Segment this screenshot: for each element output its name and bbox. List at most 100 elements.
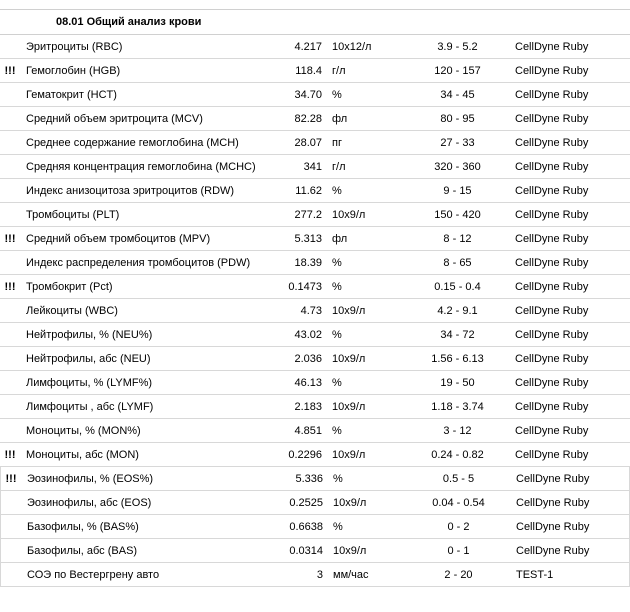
name-cell: Тромбокрит (Pct): [20, 281, 268, 293]
unit-cell: 10x12/л: [330, 41, 400, 53]
name-cell: Тромбоциты (PLT): [20, 209, 268, 221]
unit-cell: %: [331, 473, 401, 485]
name-cell: Эритроциты (RBC): [20, 41, 268, 53]
unit-cell: мм/час: [331, 569, 401, 581]
table-row: !!!Моноциты, абс (MON)0.229610x9/л0.24 -…: [0, 443, 630, 467]
section-title: 08.01 Общий анализ крови: [0, 10, 630, 35]
range-cell: 9 - 15: [400, 185, 515, 197]
table-row: Базофилы, % (BAS%)0.6638%0 - 2CellDyne R…: [0, 515, 630, 539]
flag-cell: !!!: [0, 65, 20, 77]
range-cell: 3.9 - 5.2: [400, 41, 515, 53]
table-row: Эозинофилы, абс (EOS)0.252510x9/л0.04 - …: [0, 491, 630, 515]
range-cell: 27 - 33: [400, 137, 515, 149]
unit-cell: фл: [330, 233, 400, 245]
value-cell: 46.13: [268, 377, 330, 389]
device-cell: CellDyne Ruby: [515, 329, 630, 341]
table-row: Индекс анизоцитоза эритроцитов (RDW)11.6…: [0, 179, 630, 203]
unit-cell: %: [330, 281, 400, 293]
unit-cell: %: [330, 377, 400, 389]
name-cell: Эозинофилы, абс (EOS): [21, 497, 269, 509]
table-row: !!!Эозинофилы, % (EOS%)5.336%0.5 - 5Cell…: [0, 467, 630, 491]
value-cell: 4.217: [268, 41, 330, 53]
range-cell: 8 - 12: [400, 233, 515, 245]
unit-cell: %: [330, 425, 400, 437]
range-cell: 0.15 - 0.4: [400, 281, 515, 293]
value-cell: 0.2525: [269, 497, 331, 509]
results-table: Эритроциты (RBC)4.21710x12/л3.9 - 5.2Cel…: [0, 35, 630, 587]
range-cell: 0.5 - 5: [401, 473, 516, 485]
name-cell: Лимфоциты, % (LYMF%): [20, 377, 268, 389]
range-cell: 320 - 360: [400, 161, 515, 173]
unit-cell: %: [330, 185, 400, 197]
unit-cell: 10x9/л: [330, 449, 400, 461]
table-row: СОЭ по Вестергрену авто3мм/час2 - 20TEST…: [0, 563, 630, 587]
device-cell: TEST-1: [516, 569, 629, 581]
unit-cell: %: [330, 257, 400, 269]
unit-cell: %: [331, 521, 401, 533]
device-cell: CellDyne Ruby: [515, 161, 630, 173]
device-cell: CellDyne Ruby: [516, 545, 629, 557]
unit-cell: 10x9/л: [331, 497, 401, 509]
device-cell: CellDyne Ruby: [515, 305, 630, 317]
device-cell: CellDyne Ruby: [515, 209, 630, 221]
name-cell: Средняя концентрация гемоглобина (MCHC): [20, 161, 268, 173]
table-row: Индекс распределения тромбоцитов (PDW)18…: [0, 251, 630, 275]
value-cell: 18.39: [268, 257, 330, 269]
table-row: Средняя концентрация гемоглобина (MCHC) 3…: [0, 155, 630, 179]
device-cell: CellDyne Ruby: [515, 185, 630, 197]
unit-cell: г/л: [330, 65, 400, 77]
value-cell: 0.2296: [268, 449, 330, 461]
table-row: Лимфоциты, % (LYMF%)46.13%19 - 50CellDyn…: [0, 371, 630, 395]
value-cell: 0.0314: [269, 545, 331, 557]
range-cell: 120 - 157: [400, 65, 515, 77]
name-cell: Индекс распределения тромбоцитов (PDW): [20, 257, 268, 269]
name-cell: Лимфоциты , абс (LYMF): [20, 401, 268, 413]
table-row: !!!Тромбокрит (Pct)0.1473%0.15 - 0.4Cell…: [0, 275, 630, 299]
value-cell: 118.4: [268, 65, 330, 77]
device-cell: CellDyne Ruby: [516, 521, 629, 533]
device-cell: CellDyne Ruby: [515, 89, 630, 101]
device-cell: CellDyne Ruby: [515, 257, 630, 269]
value-cell: 0.1473: [268, 281, 330, 293]
device-cell: CellDyne Ruby: [515, 425, 630, 437]
value-cell: 4.73: [268, 305, 330, 317]
name-cell: Базофилы, абс (BAS): [21, 545, 269, 557]
device-cell: CellDyne Ruby: [516, 497, 629, 509]
name-cell: Моноциты, % (MON%): [20, 425, 268, 437]
range-cell: 1.18 - 3.74: [400, 401, 515, 413]
flag-cell: !!!: [0, 233, 20, 245]
top-border: [0, 0, 630, 10]
name-cell: Индекс анизоцитоза эритроцитов (RDW): [20, 185, 268, 197]
unit-cell: %: [330, 89, 400, 101]
name-cell: Эозинофилы, % (EOS%): [21, 473, 269, 485]
unit-cell: 10x9/л: [331, 545, 401, 557]
name-cell: Средний объем эритроцита (MCV): [20, 113, 268, 125]
name-cell: Нейтрофилы, абс (NEU): [20, 353, 268, 365]
name-cell: Среднее содержание гемоглобина (MCH): [20, 137, 268, 149]
device-cell: CellDyne Ruby: [515, 233, 630, 245]
name-cell: Гемоглобин (HGB): [20, 65, 268, 77]
device-cell: CellDyne Ruby: [515, 41, 630, 53]
range-cell: 34 - 45: [400, 89, 515, 101]
device-cell: CellDyne Ruby: [516, 473, 629, 485]
table-row: Лейкоциты (WBC)4.7310x9/л4.2 - 9.1CellDy…: [0, 299, 630, 323]
value-cell: 34.70: [268, 89, 330, 101]
unit-cell: 10x9/л: [330, 209, 400, 221]
flag-cell: !!!: [1, 473, 21, 485]
table-row: Среднее содержание гемоглобина (MCH)28.0…: [0, 131, 630, 155]
range-cell: 34 - 72: [400, 329, 515, 341]
range-cell: 19 - 50: [400, 377, 515, 389]
value-cell: 5.313: [268, 233, 330, 245]
table-row: Лимфоциты , абс (LYMF)2.18310x9/л1.18 - …: [0, 395, 630, 419]
flag-cell: !!!: [0, 281, 20, 293]
table-row: Эритроциты (RBC)4.21710x12/л3.9 - 5.2Cel…: [0, 35, 630, 59]
range-cell: 3 - 12: [400, 425, 515, 437]
value-cell: 277.2: [268, 209, 330, 221]
value-cell: 2.183: [268, 401, 330, 413]
range-cell: 0.04 - 0.54: [401, 497, 516, 509]
range-cell: 150 - 420: [400, 209, 515, 221]
table-row: Нейтрофилы, % (NEU%)43.02%34 - 72CellDyn…: [0, 323, 630, 347]
device-cell: CellDyne Ruby: [515, 137, 630, 149]
value-cell: 28.07: [268, 137, 330, 149]
unit-cell: 10x9/л: [330, 305, 400, 317]
